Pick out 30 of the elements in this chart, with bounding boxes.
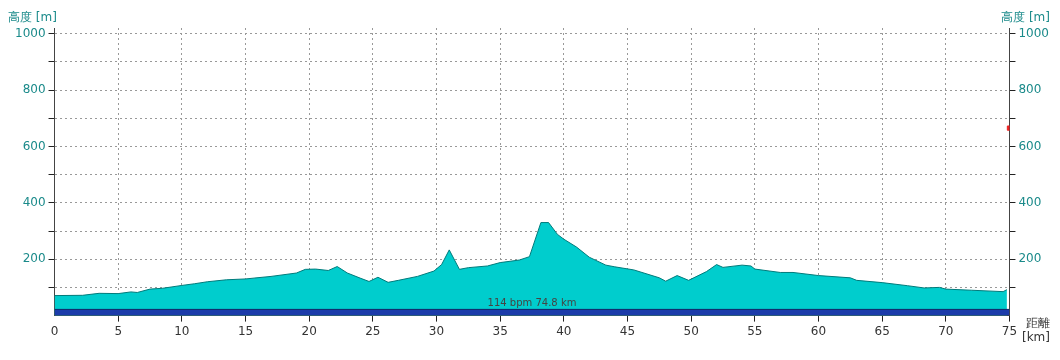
y-tick-label: 400: [22, 194, 46, 209]
x-axis-title: 距離 [km]: [1021, 315, 1050, 344]
x-tick-label: 30: [428, 323, 445, 338]
x-tick-label: 0: [50, 323, 59, 338]
annotation: 114 bpm 74.8 km: [487, 297, 577, 309]
y2-tick-label: 1000: [1018, 25, 1050, 40]
x-tick-label: 45: [619, 323, 636, 338]
x-tick-label: 70: [938, 323, 954, 338]
y2-tick-label: 200: [1018, 251, 1042, 266]
y2-tick-label: 400: [1018, 194, 1042, 209]
y2-tick-label: 800: [1018, 82, 1042, 97]
y2-axis-title: 高度 [m]: [1001, 10, 1050, 25]
y-axis-title: 高度 [m]: [8, 10, 57, 25]
x-tick-label: 15: [237, 323, 254, 338]
x-tick-label: 60: [810, 323, 827, 338]
x-tick-label: 65: [874, 323, 890, 338]
x-tick-label: 50: [683, 323, 699, 338]
x-tick-label: 55: [747, 323, 763, 338]
y2-tick-label: 600: [1018, 138, 1042, 153]
x-tick-label: 40: [556, 323, 572, 338]
x-tick-label: 20: [301, 323, 317, 338]
y-tick-label: 200: [22, 251, 46, 266]
x-tick-label: 10: [174, 323, 190, 338]
y-tick-label: 600: [22, 138, 46, 153]
x-tick-label: 25: [365, 323, 381, 338]
x-tick-label: 75: [1001, 323, 1018, 338]
y-tick-label: 1000: [14, 25, 46, 40]
x-tick-label: 5: [114, 323, 123, 338]
y-tick-label: 800: [22, 82, 46, 97]
x-tick-label: 35: [492, 323, 508, 338]
